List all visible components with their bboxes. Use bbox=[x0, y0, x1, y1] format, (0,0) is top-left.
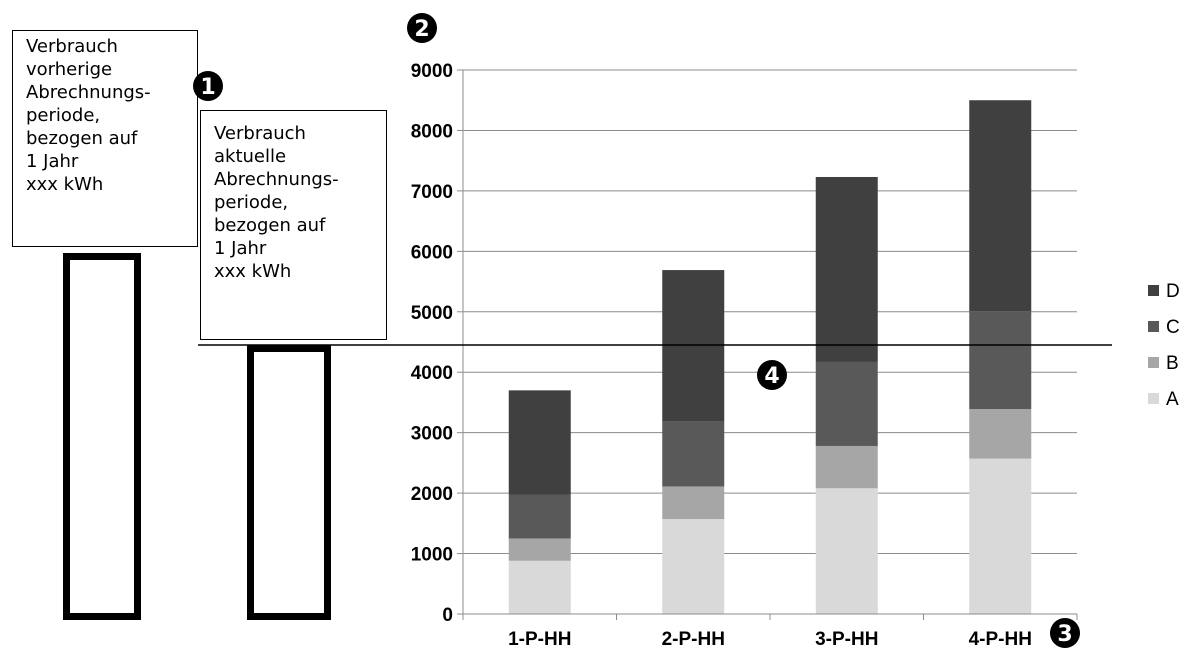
bar-stacks bbox=[509, 100, 1032, 614]
legend-label-a: A bbox=[1166, 389, 1179, 410]
current-period-label-box: Verbrauch aktuelle Abrechnungs- periode,… bbox=[200, 110, 387, 340]
bar-segment-c bbox=[816, 362, 878, 446]
y-tick-label: 3000 bbox=[411, 424, 453, 445]
bar-segment-a bbox=[509, 561, 571, 614]
bar-segment-d bbox=[969, 100, 1031, 311]
bar-segment-a bbox=[969, 459, 1031, 614]
legend-swatch-b bbox=[1148, 357, 1159, 368]
current-period-line: aktuelle bbox=[214, 145, 386, 168]
marker-2: 2 bbox=[407, 13, 437, 43]
marker-1-label: 1 bbox=[200, 75, 215, 100]
marker-1: 1 bbox=[193, 71, 223, 101]
marker-2-label: 2 bbox=[414, 17, 429, 42]
x-tick-labels: 1-P-HH 2-P-HH 3-P-HH 4-P-HH bbox=[508, 629, 1032, 650]
current-period-line: Verbrauch bbox=[214, 122, 386, 145]
x-tick-label: 3-P-HH bbox=[815, 629, 878, 650]
bar-segment-c bbox=[509, 495, 571, 539]
current-period-line: Abrechnungs- bbox=[214, 168, 386, 191]
bar-segment-a bbox=[816, 488, 878, 614]
bar-segment-d bbox=[662, 270, 724, 422]
current-period-line: periode, bbox=[214, 191, 386, 214]
marker-4: 4 bbox=[757, 360, 787, 390]
y-tick-label: 6000 bbox=[411, 242, 453, 263]
y-tick-label: 1000 bbox=[411, 545, 453, 566]
bar-segment-b bbox=[816, 446, 878, 488]
legend-label-d: D bbox=[1166, 281, 1180, 302]
y-tick-label: 4000 bbox=[411, 363, 453, 384]
y-tick-label: 9000 bbox=[411, 61, 453, 82]
legend-label-c: C bbox=[1166, 317, 1180, 338]
bar-segment-a bbox=[662, 519, 724, 614]
y-tick-label: 8000 bbox=[411, 121, 453, 142]
legend-swatch-a bbox=[1148, 393, 1159, 404]
current-period-line: bezogen auf bbox=[214, 214, 386, 237]
x-tick-label: 2-P-HH bbox=[662, 629, 725, 650]
legend-swatch-d bbox=[1148, 285, 1159, 296]
marker-4-label: 4 bbox=[764, 364, 779, 389]
marker-3-label: 3 bbox=[1057, 622, 1072, 647]
y-tick-label: 2000 bbox=[411, 484, 453, 505]
current-period-line: xxx kWh bbox=[214, 260, 386, 283]
x-tick-label: 1-P-HH bbox=[508, 629, 571, 650]
bar-segment-c bbox=[969, 311, 1031, 409]
y-tick-label: 5000 bbox=[411, 303, 453, 324]
y-tick-labels: 0 1000 2000 3000 4000 5000 6000 7000 8000 9000 bbox=[411, 61, 453, 626]
bar-segment-d bbox=[816, 177, 878, 362]
bar-segment-b bbox=[509, 538, 571, 560]
y-tick-label: 0 bbox=[442, 605, 453, 626]
current-period-line: 1 Jahr bbox=[214, 237, 386, 260]
y-tick-label: 7000 bbox=[411, 182, 453, 203]
marker-3: 3 bbox=[1050, 618, 1080, 648]
bar-segment-c bbox=[662, 422, 724, 487]
legend-swatch-c bbox=[1148, 321, 1159, 332]
bar-segment-b bbox=[662, 486, 724, 519]
x-tick-label: 4-P-HH bbox=[969, 629, 1032, 650]
bar-segment-d bbox=[509, 390, 571, 495]
legend-label-b: B bbox=[1166, 353, 1179, 374]
bar-segment-b bbox=[969, 409, 1031, 459]
